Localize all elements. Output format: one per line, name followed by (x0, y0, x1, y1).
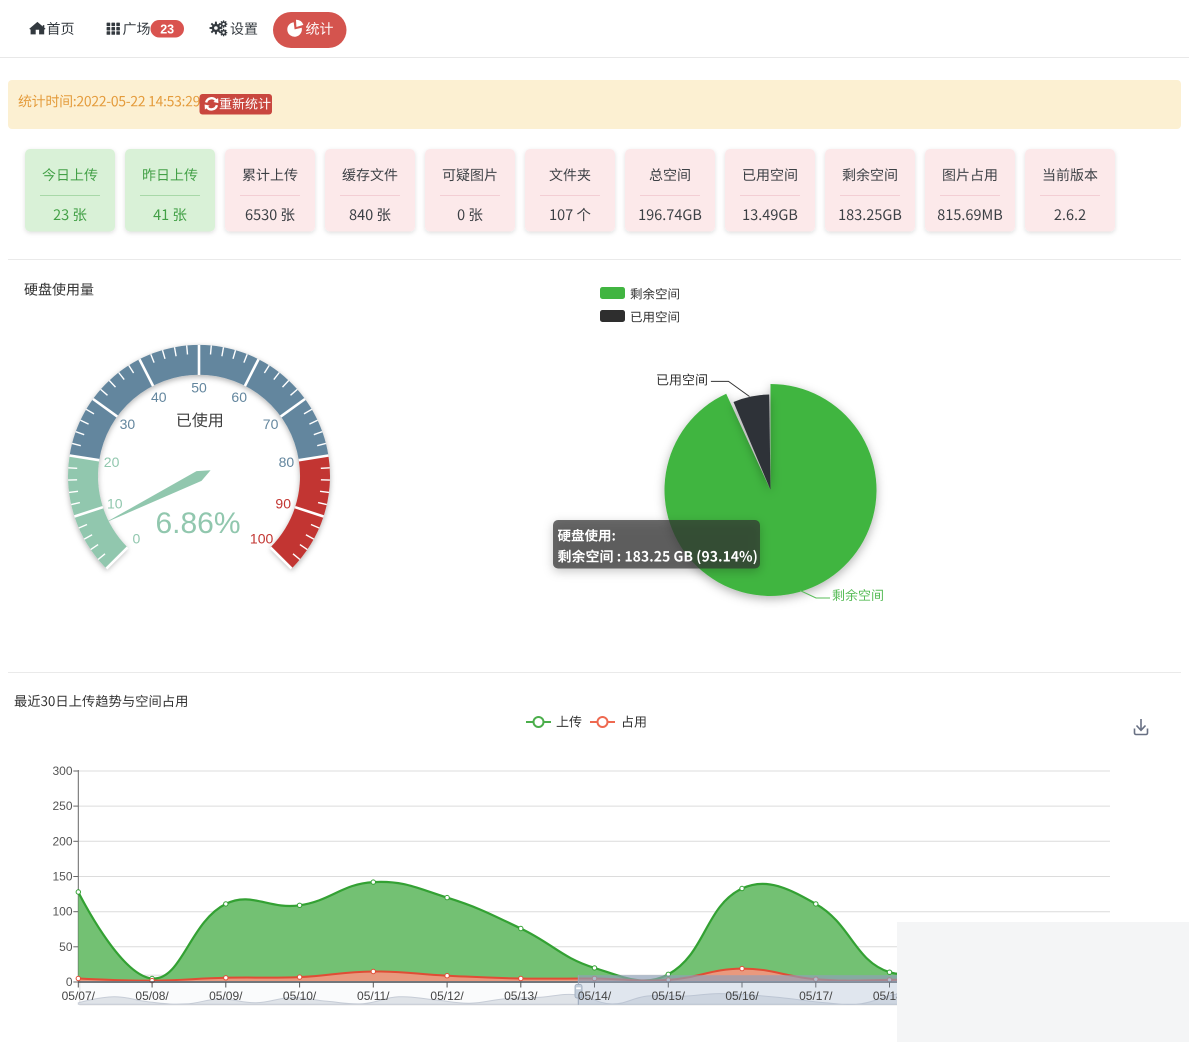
svg-text:70: 70 (263, 416, 279, 432)
svg-text:23: 23 (160, 22, 174, 36)
svg-text:05/08/: 05/08/ (135, 989, 169, 1003)
svg-text:20: 20 (104, 454, 120, 470)
svg-text:6.86%: 6.86% (155, 507, 240, 540)
svg-text:100: 100 (52, 905, 72, 919)
svg-text:150: 150 (52, 870, 72, 884)
svg-text:90: 90 (275, 495, 291, 511)
svg-text:250: 250 (52, 799, 72, 813)
svg-text:50: 50 (59, 940, 73, 954)
svg-text:10: 10 (107, 495, 123, 511)
svg-text:300: 300 (52, 764, 72, 778)
svg-text:80: 80 (279, 454, 295, 470)
svg-text:60: 60 (231, 389, 247, 405)
svg-text:50: 50 (191, 380, 207, 396)
svg-text:05/17/: 05/17/ (799, 989, 833, 1003)
svg-text:100: 100 (250, 531, 274, 547)
svg-text:05/14/: 05/14/ (578, 989, 612, 1003)
svg-text:05/10/: 05/10/ (283, 989, 317, 1003)
svg-text:40: 40 (151, 389, 167, 405)
svg-text:05/07/: 05/07/ (62, 989, 96, 1003)
svg-text:30: 30 (120, 416, 136, 432)
svg-text:05/16/: 05/16/ (725, 989, 759, 1003)
svg-text:0: 0 (133, 531, 141, 547)
svg-text:05/09/: 05/09/ (209, 989, 243, 1003)
svg-text:05/11/: 05/11/ (357, 989, 390, 1003)
svg-text:05/12/: 05/12/ (430, 989, 464, 1003)
svg-text:05/13/: 05/13/ (504, 989, 538, 1003)
svg-text:0: 0 (66, 975, 73, 989)
svg-text:05/15/: 05/15/ (652, 989, 686, 1003)
svg-text:200: 200 (52, 834, 72, 848)
